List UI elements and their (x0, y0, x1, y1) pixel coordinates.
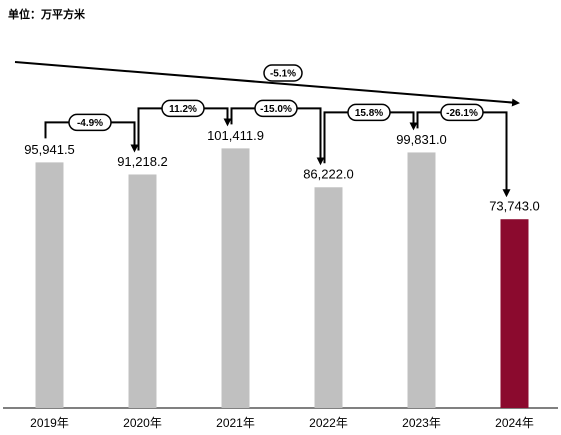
change-label: 11.2% (169, 104, 197, 115)
change-label: -26.1% (446, 108, 478, 119)
value-label: 86,222.0 (303, 167, 354, 182)
value-label: 91,218.2 (117, 154, 168, 169)
bar (500, 219, 529, 408)
change-pill (263, 64, 303, 82)
change-pill (347, 103, 391, 122)
x-tick-label: 2019年 (30, 416, 69, 430)
x-tick-label: 2024年 (495, 416, 534, 430)
bar (128, 174, 157, 408)
x-tick-label: 2023年 (402, 416, 441, 430)
change-pill (68, 113, 112, 132)
change-label: -5.1% (270, 69, 296, 80)
value-label: 73,743.0 (489, 199, 540, 214)
change-pill (161, 99, 205, 118)
unit-label: 单位：万平方米 (8, 7, 86, 21)
overall-connector (14, 61, 520, 107)
change-label: 15.8% (355, 108, 383, 119)
change-pill (254, 99, 298, 118)
change-label: -4.9% (77, 118, 103, 129)
x-tick-label: 2020年 (123, 416, 162, 430)
x-tick-label: 2021年 (216, 416, 255, 430)
change-label: -15.0% (260, 104, 292, 115)
bar (314, 187, 343, 408)
value-label: 99,831.0 (396, 132, 447, 147)
value-label: 101,411.9 (207, 128, 264, 143)
bar (221, 148, 250, 408)
x-tick-label: 2022年 (309, 416, 348, 430)
bar (407, 152, 436, 408)
value-label: 95,941.5 (24, 142, 75, 157)
bar (35, 162, 64, 408)
change-pill (440, 103, 484, 122)
